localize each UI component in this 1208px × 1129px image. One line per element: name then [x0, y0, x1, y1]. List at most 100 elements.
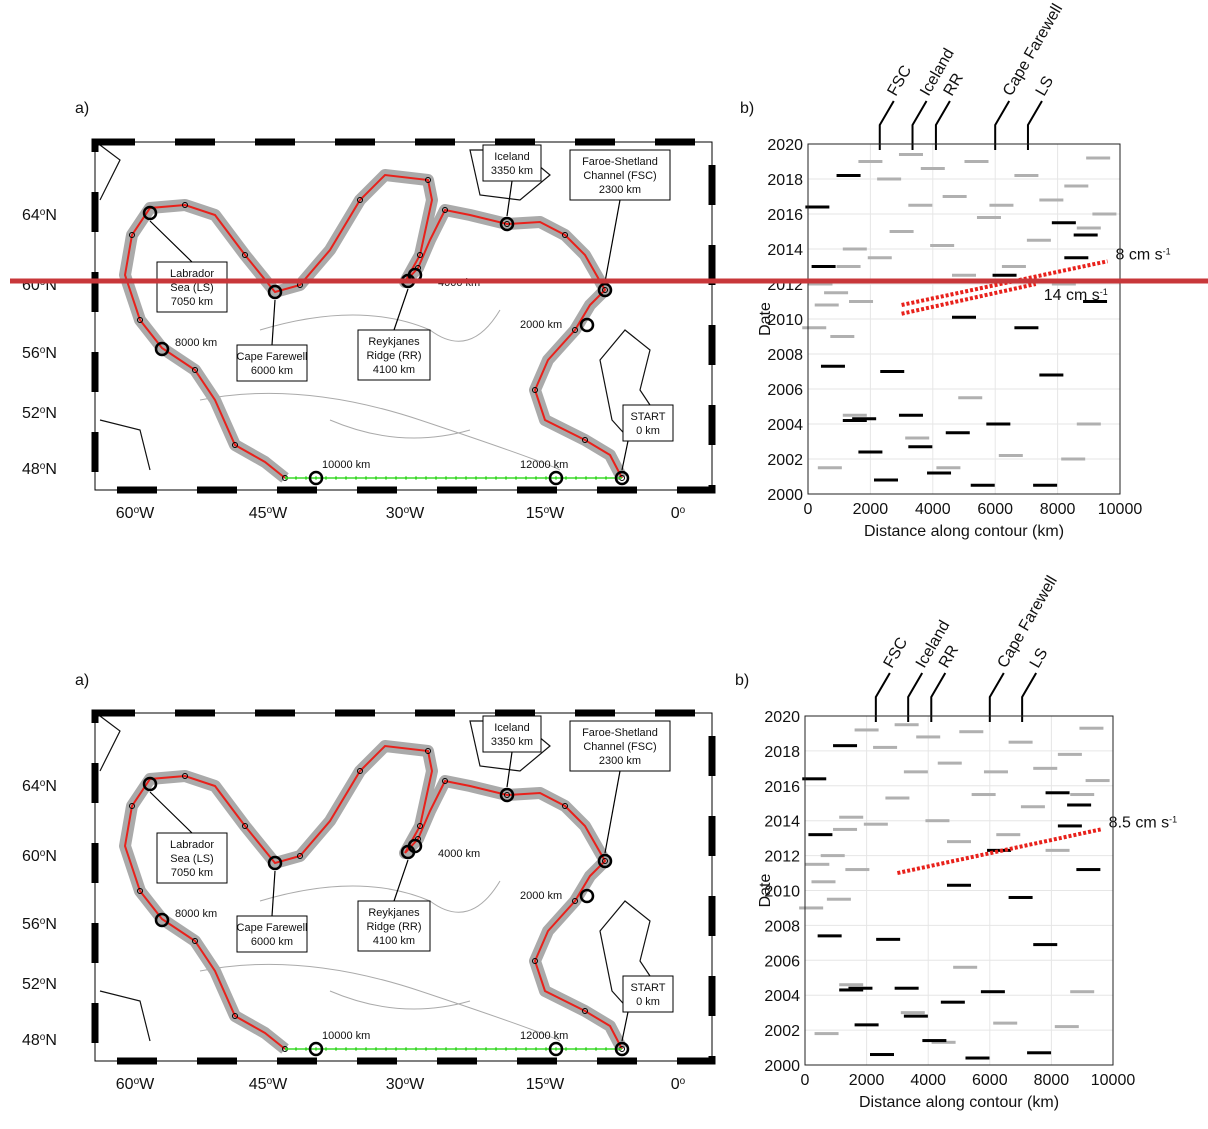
lat-label: 56oN [22, 345, 57, 363]
contour-point [182, 773, 188, 779]
contour-point [242, 823, 248, 829]
data-point [814, 1032, 839, 1036]
data-point [898, 153, 923, 156]
data-point [916, 735, 941, 739]
callout-text: Channel (FSC) [583, 170, 656, 182]
contour-point [232, 1013, 238, 1019]
lat-label-part: o [40, 345, 46, 356]
lat-label: 64oN [22, 207, 57, 225]
callout-text: Reykjanes [368, 907, 420, 919]
marker-circle [142, 205, 158, 221]
data-point [922, 1039, 947, 1043]
lon-label-part: o [544, 505, 550, 516]
lon-label-part: 15 [526, 505, 544, 522]
lon-label-part: o [680, 505, 686, 516]
data-point [1033, 766, 1058, 770]
bathymetry [199, 309, 561, 471]
panel-label: a) [75, 100, 89, 117]
lon-label-part: W [139, 1076, 155, 1093]
callout-box [622, 975, 674, 1013]
lat-label-part: N [45, 405, 57, 422]
lat-label-part: N [45, 277, 57, 294]
data-point [842, 419, 867, 422]
callout-text: 7050 km [171, 867, 213, 879]
data-point [802, 326, 827, 330]
data-point [842, 247, 867, 251]
lon-label-part: 30 [386, 505, 404, 522]
axes-box [807, 143, 1121, 495]
lon-label-part: 0 [671, 505, 680, 522]
data-point [833, 827, 858, 831]
data-point [903, 1014, 928, 1018]
y-tick-label: 2016 [767, 207, 803, 224]
contour-point [582, 1008, 588, 1014]
marker-circle [614, 1041, 630, 1057]
contour-point [417, 823, 423, 829]
x-tick-label: 2000 [849, 1072, 885, 1089]
data-point [1001, 265, 1026, 268]
lon-label: 60oW [116, 505, 155, 523]
data-point [811, 880, 836, 884]
data-point [839, 815, 864, 819]
data-point [880, 370, 905, 373]
data-point [959, 730, 984, 734]
lon-label-part: 0 [671, 1076, 680, 1093]
contour-point [562, 803, 568, 809]
trend-label: 8 cm s-1 [1116, 246, 1171, 263]
lon-label-part: o [680, 1076, 686, 1087]
lon-label-part: 15 [526, 1076, 544, 1093]
y-tick-label: 2006 [767, 382, 803, 399]
y-tick-label: 2014 [764, 814, 800, 831]
data-point [1020, 805, 1045, 809]
lon-label-part: W [549, 1076, 565, 1093]
annotation-label: Cape Farewell [995, 573, 1061, 671]
distance-label: 10000 km [322, 1030, 370, 1042]
contour-point [582, 437, 588, 443]
x-axis-label: Distance along contour (km) [864, 523, 1064, 540]
lat-label-part: o [40, 461, 46, 472]
contour-point [562, 232, 568, 238]
lon-label: 30oW [386, 1076, 425, 1094]
marker-circle [142, 776, 158, 792]
callout-box [156, 261, 228, 313]
data-point [992, 273, 1017, 277]
data-point [889, 230, 914, 233]
lon-label: 15oW [526, 505, 565, 523]
data-point [953, 965, 978, 969]
callout-text: 4100 km [373, 935, 415, 947]
data-point [848, 986, 873, 990]
data-point [854, 728, 879, 732]
contour-point [572, 327, 578, 333]
callout-text: Iceland [494, 151, 529, 163]
lon-label-part: o [404, 505, 410, 516]
lat-label: 60oN [22, 848, 57, 866]
data-point [1076, 226, 1101, 230]
data-point [820, 854, 845, 858]
distance-label: 12000 km [520, 1030, 568, 1042]
data-point [898, 413, 923, 417]
data-point [811, 265, 836, 268]
lat-label-part: o [40, 1032, 46, 1043]
data-point [867, 256, 892, 260]
data-point [1057, 752, 1082, 756]
data-point [885, 796, 910, 800]
callout-text: Labrador [170, 268, 214, 280]
lon-label-part: o [544, 1076, 550, 1087]
callout-arrow [271, 299, 276, 346]
lat-label-part: 64 [22, 207, 40, 224]
lat-label-part: 48 [22, 461, 40, 478]
callout-box [569, 149, 671, 201]
callout-text: Faroe-Shetland [582, 727, 658, 739]
data-point [1045, 791, 1070, 795]
y-tick-label: 2004 [764, 988, 800, 1005]
x-tick-label: 6000 [977, 501, 1013, 518]
y-tick-label: 2012 [764, 849, 800, 866]
contour-point [357, 197, 363, 203]
y-tick-label: 2008 [764, 918, 800, 935]
lon-label-part: 30 [386, 1076, 404, 1093]
lon-label-part: W [409, 505, 425, 522]
callout-arrow [604, 770, 621, 854]
data-point [986, 422, 1011, 426]
callout-text: 6000 km [251, 936, 293, 948]
